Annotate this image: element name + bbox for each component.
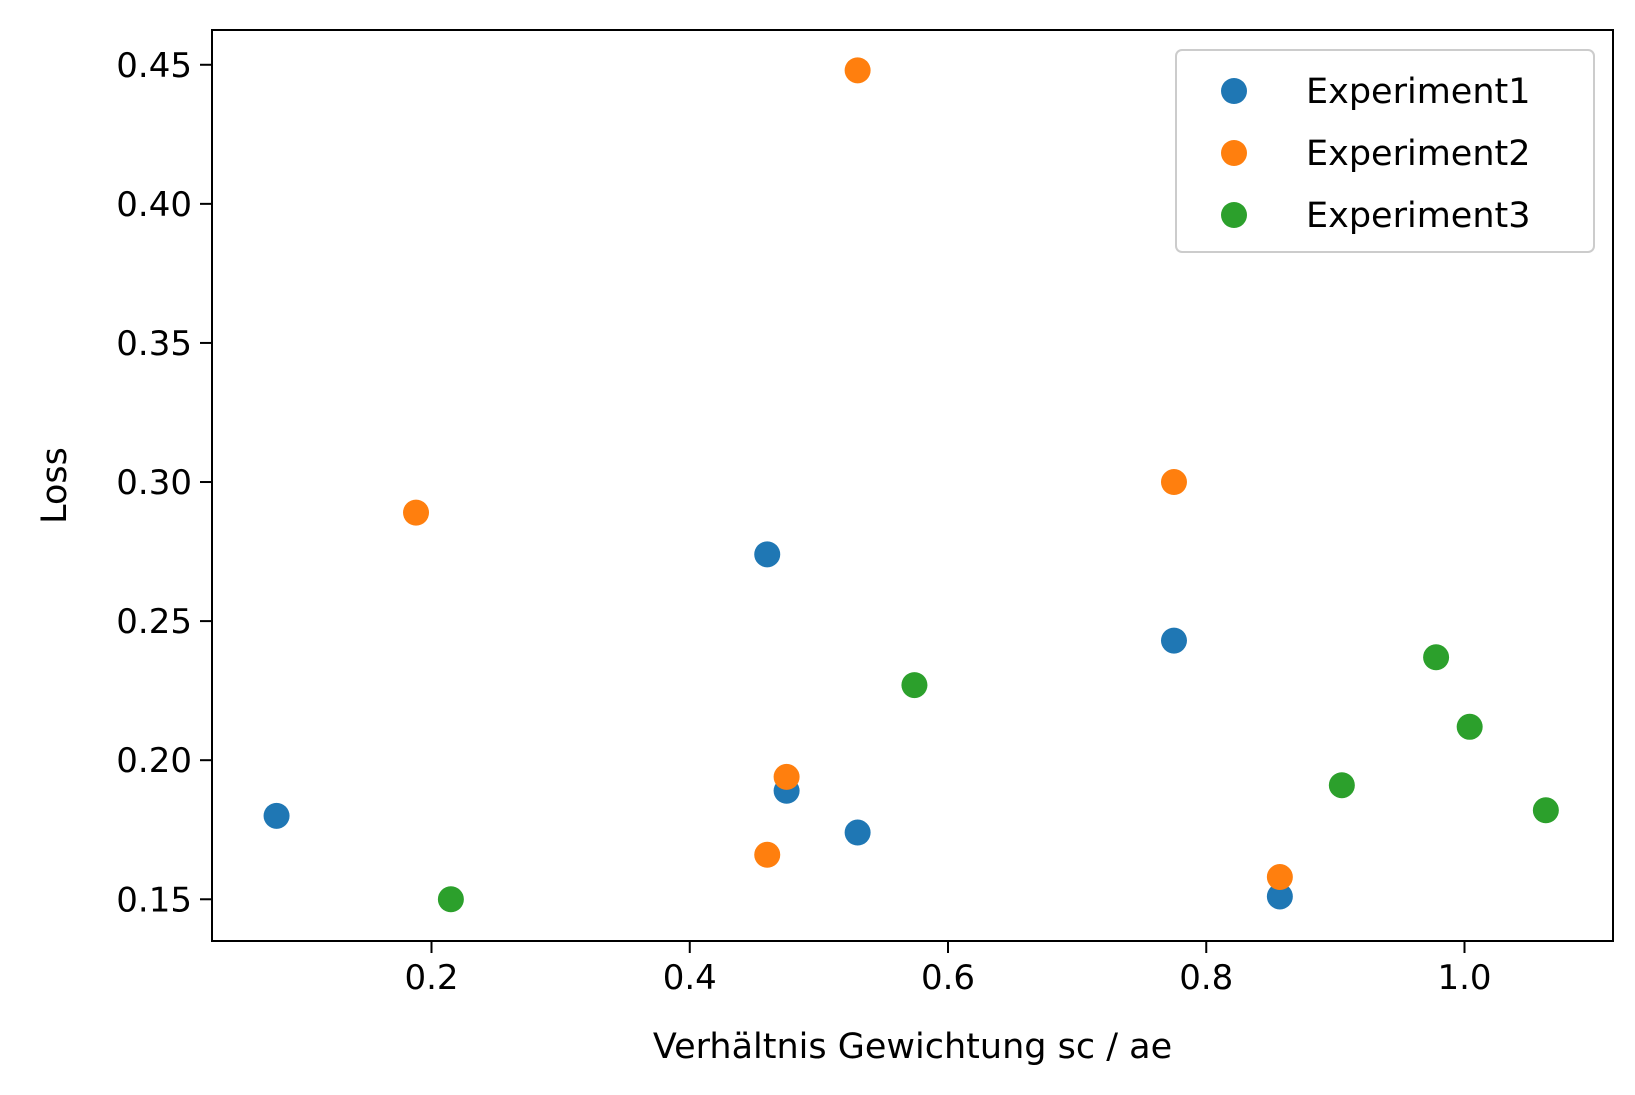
- x-tick-label: 0.6: [921, 958, 975, 998]
- legend-marker: [1221, 140, 1247, 166]
- legend-label: Experiment1: [1306, 72, 1531, 112]
- x-tick-label: 0.4: [663, 958, 717, 998]
- legend-marker: [1221, 78, 1247, 104]
- points-layer: [263, 57, 1559, 913]
- data-point-experiment1: [1266, 883, 1293, 910]
- legend-box: [1175, 49, 1595, 253]
- legend: Experiment1 Experiment2 Experiment3: [1175, 49, 1595, 253]
- data-point-experiment2: [844, 57, 871, 84]
- data-point-experiment3: [1456, 713, 1483, 740]
- x-tick-label: 0.2: [404, 958, 458, 998]
- data-point-experiment2: [754, 841, 781, 868]
- data-point-experiment2: [403, 499, 430, 526]
- data-point-experiment2: [773, 763, 800, 790]
- y-tick-label: 0.25: [116, 602, 192, 642]
- data-point-experiment1: [1160, 627, 1187, 654]
- y-axis: 0.15 0.20 0.25 0.30 0.35 0.40 0.45: [116, 46, 212, 920]
- x-axis-label: Verhältnis Gewichtung sc / ae: [653, 1027, 1172, 1067]
- data-point-experiment3: [901, 672, 928, 699]
- x-axis: 0.2 0.4 0.6 0.8 1.0: [404, 941, 1492, 998]
- y-tick-label: 0.45: [116, 46, 192, 86]
- legend-label: Experiment2: [1306, 134, 1531, 174]
- data-point-experiment3: [1423, 644, 1450, 671]
- plot-area: [211, 29, 1614, 942]
- y-tick-label: 0.20: [116, 741, 192, 781]
- legend-marker: [1221, 202, 1247, 228]
- legend-label: Experiment3: [1306, 196, 1531, 236]
- data-point-experiment3: [437, 886, 464, 913]
- data-point-experiment1: [754, 541, 781, 568]
- y-tick-label: 0.35: [116, 324, 192, 364]
- data-point-experiment3: [1532, 797, 1559, 824]
- y-tick-label: 0.30: [116, 463, 192, 503]
- plot-frame: [211, 29, 1614, 942]
- data-point-experiment2: [1266, 864, 1293, 891]
- y-axis-label: Loss: [35, 447, 75, 524]
- data-point-experiment1: [844, 819, 871, 846]
- data-point-experiment3: [1328, 772, 1355, 799]
- x-tick-label: 1.0: [1437, 958, 1491, 998]
- y-tick-label: 0.15: [116, 880, 192, 920]
- x-tick-label: 0.8: [1179, 958, 1233, 998]
- y-tick-label: 0.40: [116, 185, 192, 225]
- data-point-experiment1: [263, 802, 290, 829]
- data-point-experiment2: [1160, 469, 1187, 496]
